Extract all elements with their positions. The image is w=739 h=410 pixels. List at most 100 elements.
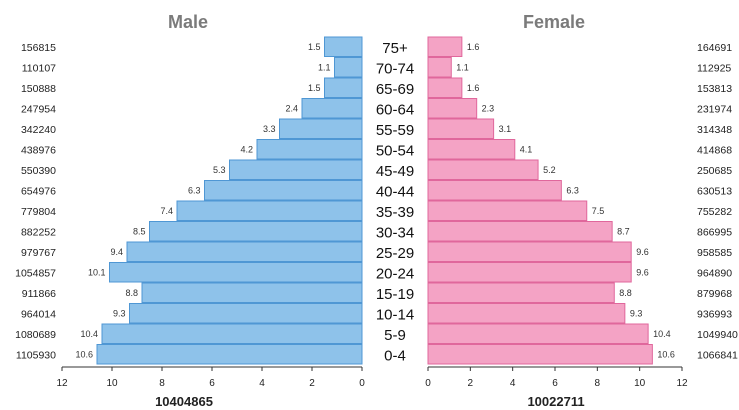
female-population-count: 231974 (697, 103, 732, 115)
male-value-labels: 1.5 1.1 1.5 2.4 3.3 4.2 5.3 6.3 7.4 8.5 9.4 10.1 8.8… (75, 42, 330, 360)
female-bar (427, 344, 653, 365)
female-bar (427, 262, 632, 283)
male-population-count: 550390 (21, 165, 56, 177)
female-bar (427, 159, 539, 180)
male-population-count: 110107 (22, 62, 56, 74)
male-value-label: 10.6 (75, 349, 93, 359)
age-group-label: 15-19 (376, 286, 414, 303)
male-value-label: 1.1 (318, 62, 331, 72)
female-bar (427, 241, 632, 262)
age-group-labels: 75+ 70-74 65-69 60-64 55-59 50-54 45-49 40-44 35… (376, 40, 414, 365)
age-group-label: 40-44 (376, 183, 414, 200)
female-bar (427, 57, 452, 78)
male-value-label: 1.5 (308, 83, 321, 93)
male-bar (204, 180, 363, 201)
male-population-count: 156815 (21, 42, 56, 54)
male-tick-label: 4 (259, 378, 265, 389)
male-population-count: 342240 (21, 124, 56, 136)
male-bar (149, 221, 363, 242)
female-population-count: 630513 (697, 185, 732, 197)
female-population-counts: 164691 112925 153813 231974 314348 414868 2506… (697, 42, 738, 362)
male-population-count: 150888 (21, 83, 56, 95)
female-axis-ticks: 0 2 4 6 8 10 12 (425, 367, 688, 389)
age-group-label: 30-34 (376, 224, 414, 241)
male-value-label: 5.3 (213, 165, 226, 175)
male-population-count: 1105930 (16, 349, 56, 361)
male-bar (324, 77, 363, 98)
female-tick-label: 10 (634, 378, 646, 389)
male-population-count: 882252 (21, 226, 56, 238)
female-bar (427, 77, 463, 98)
male-population-count: 979767 (21, 247, 56, 259)
female-value-label: 1.6 (467, 42, 480, 52)
male-tick-label: 12 (56, 378, 68, 389)
male-population-count: 779804 (21, 206, 56, 218)
female-tick-label: 6 (552, 378, 558, 389)
male-value-label: 7.4 (160, 206, 173, 216)
female-total: 10022711 (527, 394, 584, 409)
male-bar (229, 159, 363, 180)
female-bar (427, 323, 649, 344)
female-tick-label: 12 (676, 378, 688, 389)
male-bar (334, 57, 363, 78)
male-value-label: 8.8 (125, 288, 138, 298)
female-value-label: 8.7 (617, 226, 630, 236)
male-bar (256, 139, 363, 160)
male-title: Male (168, 12, 208, 32)
male-population-count: 1054857 (15, 267, 56, 279)
female-tick-label: 2 (468, 378, 474, 389)
age-group-label: 60-64 (376, 101, 414, 118)
female-population-count: 879968 (697, 288, 732, 300)
male-tick-label: 2 (309, 378, 315, 389)
female-population-count: 936993 (697, 308, 732, 320)
female-population-count: 164691 (697, 42, 732, 54)
male-bar (141, 282, 363, 303)
female-bar (427, 139, 516, 160)
male-value-label: 3.3 (263, 124, 276, 134)
male-bar (301, 98, 363, 119)
age-group-label: 0-4 (384, 347, 406, 364)
female-population-count: 314348 (697, 124, 732, 136)
age-group-label: 55-59 (376, 122, 414, 139)
male-value-label: 4.2 (240, 144, 253, 154)
male-population-count: 964014 (21, 308, 56, 320)
female-tick-label: 8 (595, 378, 601, 389)
female-population-count: 250685 (697, 165, 732, 177)
female-bars (427, 36, 653, 365)
male-bar (101, 323, 363, 344)
male-bar (129, 303, 363, 324)
female-value-label: 4.1 (520, 144, 533, 154)
female-tick-label: 4 (510, 378, 516, 389)
male-value-label: 2.4 (285, 103, 298, 113)
female-value-label: 9.6 (636, 247, 649, 257)
female-value-label: 1.1 (456, 62, 469, 72)
female-population-count: 112925 (697, 62, 731, 74)
age-group-label: 20-24 (376, 265, 414, 282)
male-bars (96, 36, 363, 365)
age-group-label: 65-69 (376, 81, 414, 98)
female-value-label: 6.3 (566, 185, 579, 195)
male-value-label: 10.4 (80, 329, 98, 339)
male-value-label: 1.5 (308, 42, 321, 52)
female-value-label: 3.1 (499, 124, 512, 134)
female-tick-label: 0 (425, 378, 431, 389)
female-value-label: 8.8 (619, 288, 632, 298)
male-value-label: 9.4 (110, 247, 123, 257)
age-group-label: 75+ (382, 40, 408, 57)
female-bar (427, 282, 615, 303)
female-population-count: 964890 (697, 267, 732, 279)
male-value-label: 6.3 (188, 185, 201, 195)
age-group-label: 10-14 (376, 306, 414, 323)
male-population-count: 654976 (21, 185, 56, 197)
female-population-count: 866995 (697, 226, 732, 238)
age-group-label: 25-29 (376, 245, 414, 262)
female-value-label: 9.6 (636, 267, 649, 277)
male-population-count: 247954 (21, 103, 56, 115)
male-tick-label: 0 (359, 378, 365, 389)
female-bar (427, 221, 613, 242)
female-value-label: 2.3 (482, 103, 495, 113)
age-group-label: 5-9 (384, 327, 406, 344)
female-bar (427, 200, 588, 221)
male-bar (324, 36, 363, 57)
